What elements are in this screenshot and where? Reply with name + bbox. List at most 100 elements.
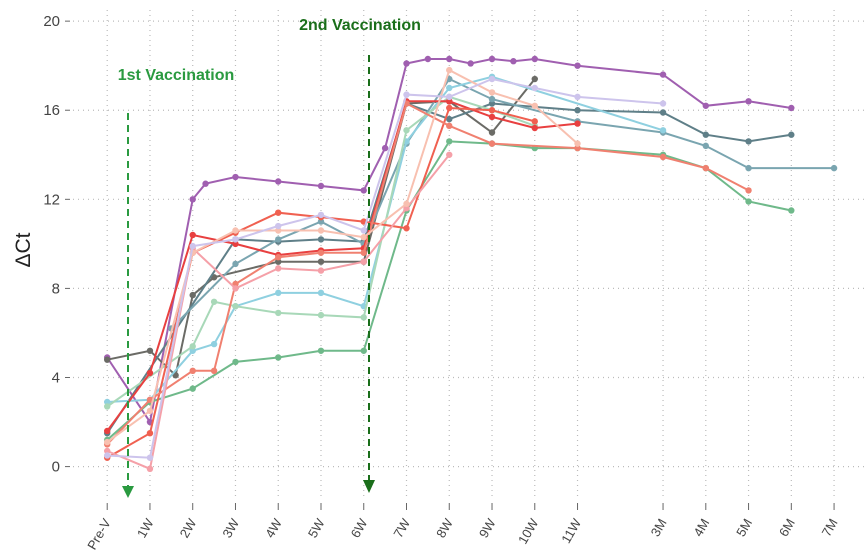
series-line	[106, 68, 579, 443]
data-point	[403, 60, 410, 67]
data-point	[189, 347, 196, 354]
data-point	[488, 75, 496, 83]
data-point	[275, 354, 282, 361]
data-point	[146, 429, 154, 437]
data-point	[745, 187, 752, 194]
data-point	[232, 173, 239, 181]
data-point	[488, 129, 496, 136]
data-point	[317, 227, 325, 234]
data-point	[232, 285, 239, 292]
data-point	[275, 178, 282, 185]
data-point	[317, 236, 325, 243]
data-point	[531, 124, 538, 132]
x-tick-label: 3M	[648, 516, 670, 539]
data-point	[189, 385, 196, 392]
data-point	[403, 200, 410, 207]
x-tick-label: 2W	[177, 515, 200, 540]
data-point	[104, 398, 111, 406]
data-point	[745, 164, 752, 172]
data-point	[317, 289, 325, 297]
data-point	[275, 265, 282, 272]
data-point	[104, 447, 111, 455]
data-point	[360, 314, 367, 321]
data-point	[488, 55, 496, 63]
data-point	[659, 100, 667, 107]
data-point	[659, 71, 667, 78]
x-tick-label: 9W	[476, 515, 499, 540]
data-point	[702, 142, 709, 150]
data-point	[446, 84, 453, 92]
data-point	[659, 153, 667, 161]
data-point	[189, 367, 196, 375]
data-point	[446, 104, 453, 112]
y-tick-label: 20	[43, 13, 60, 30]
data-point	[360, 233, 367, 241]
x-tick-label: 4M	[690, 516, 712, 539]
data-point	[531, 55, 538, 63]
data-point	[510, 58, 517, 65]
data-point	[104, 438, 111, 446]
data-point	[488, 140, 496, 147]
x-tick-label: 6W	[348, 515, 371, 540]
data-point	[317, 258, 325, 265]
data-point	[189, 196, 196, 203]
data-point	[317, 249, 325, 256]
data-point	[788, 131, 795, 138]
data-point	[189, 242, 196, 250]
data-point	[232, 240, 239, 248]
annotation: 2nd Vaccination	[299, 17, 421, 34]
data-point	[745, 198, 752, 205]
series-line	[106, 100, 578, 432]
x-tick-label: 11W	[558, 515, 584, 545]
data-point	[788, 104, 795, 112]
arrow-head	[122, 486, 134, 498]
series-line	[106, 140, 792, 441]
data-point	[574, 62, 581, 69]
data-point	[788, 207, 795, 214]
data-point	[403, 225, 410, 232]
data-point	[488, 95, 496, 103]
data-point	[317, 182, 325, 190]
data-point	[702, 102, 709, 109]
data-point	[275, 309, 282, 317]
data-point	[189, 231, 196, 239]
data-point	[104, 452, 111, 459]
data-point	[745, 138, 752, 145]
data-point	[446, 93, 453, 101]
data-point	[467, 60, 474, 67]
marks	[104, 55, 838, 473]
data-point	[210, 298, 218, 305]
data-point	[403, 205, 410, 212]
y-tick-label: 4	[52, 370, 60, 387]
series-line	[106, 78, 536, 378]
data-point	[531, 118, 538, 125]
x-tick-label: 7M	[819, 516, 841, 539]
data-point	[104, 403, 111, 410]
data-point	[232, 303, 239, 310]
data-point	[232, 260, 239, 268]
data-point	[403, 127, 410, 134]
data-point	[381, 144, 389, 152]
data-point	[659, 109, 667, 116]
data-point	[446, 151, 453, 158]
data-point	[360, 187, 367, 194]
data-point	[360, 347, 367, 354]
annotation: 1st Vaccination	[118, 67, 235, 84]
data-point	[317, 311, 325, 319]
data-point	[232, 227, 239, 234]
data-point	[574, 120, 581, 127]
data-point	[210, 340, 218, 348]
data-point	[104, 427, 111, 435]
y-axis-label: ΔCt	[12, 232, 35, 267]
data-point	[232, 358, 239, 366]
data-point	[146, 454, 154, 461]
data-point	[275, 258, 282, 265]
series-line	[107, 77, 664, 459]
y-tick-label: 16	[43, 102, 60, 119]
y-tick-label: 0	[52, 459, 60, 476]
data-point	[531, 84, 538, 92]
data-point	[745, 98, 752, 105]
x-tick-label: Pre-V	[84, 516, 114, 553]
data-point	[210, 367, 218, 375]
